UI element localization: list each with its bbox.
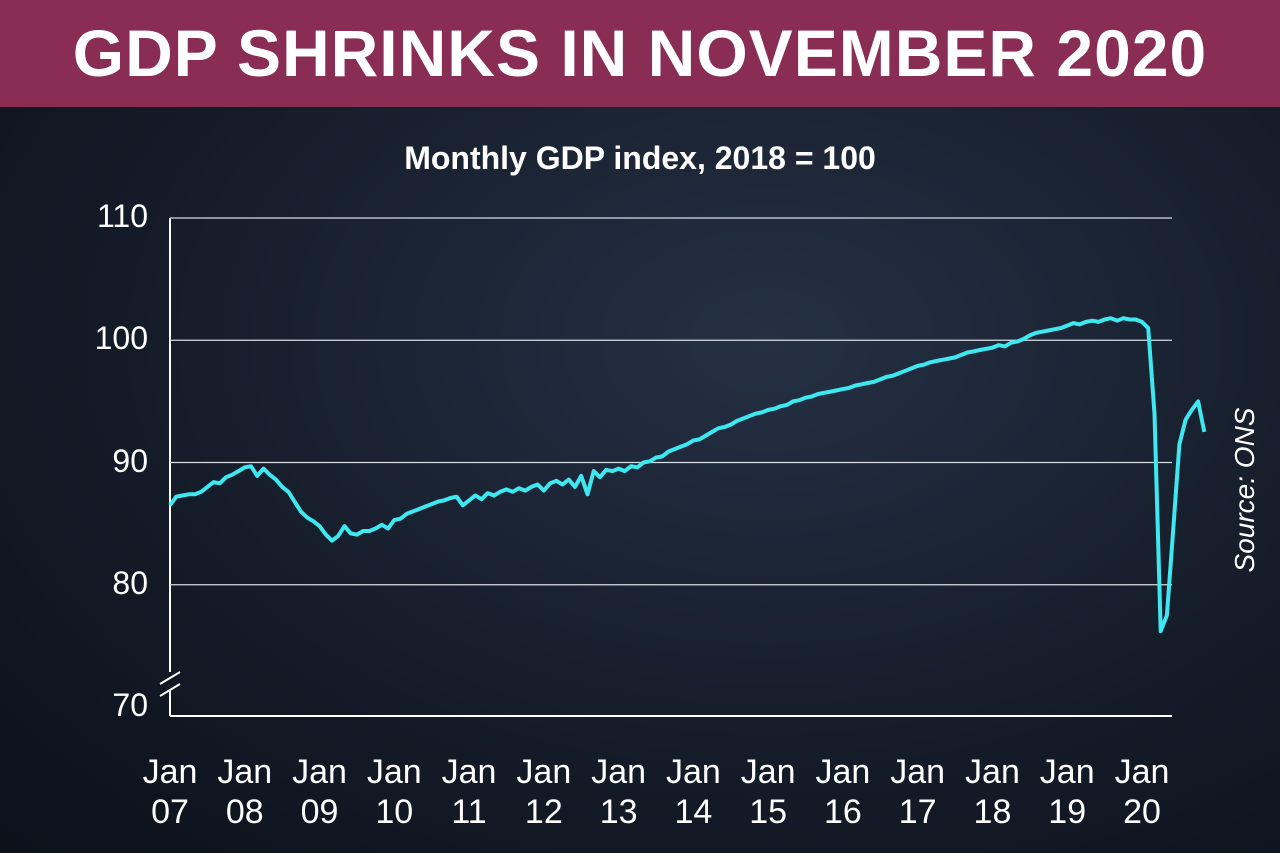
y-tick-label: 110 [96,198,148,234]
x-tick-label: Jan 16 [815,753,871,831]
x-tick-label: Jan 15 [740,753,796,831]
axis-break [159,683,181,697]
x-tick-label: Jan 14 [665,753,721,831]
x-tick-label: Jan 17 [890,753,946,831]
y-tick-label: 80 [112,564,148,601]
y-tick-label: 90 [112,442,148,479]
axis-break [159,671,181,685]
x-tick-label: Jan 09 [292,753,347,831]
x-tick-label: Jan 10 [366,753,422,831]
source-note: Source: ONS [1229,407,1260,573]
y-tick-label: 70 [112,687,148,723]
x-tick-label: Jan 08 [217,753,273,831]
x-tick-label: Jan 18 [965,753,1020,831]
x-tick-label: Jan 19 [1039,753,1095,831]
chart-title: GDP SHRINKS IN NOVEMBER 2020 [0,0,1280,107]
x-tick-label: Jan 07 [142,753,198,831]
x-tick-label: Jan 11 [441,753,497,831]
chart-subtitle: Monthly GDP index, 2018 = 100 [404,140,876,176]
gdp-line [168,316,1207,634]
x-tick-label: Jan 13 [591,753,647,831]
x-tick-label: Jan 20 [1114,753,1170,831]
x-tick-label: Jan 12 [516,753,572,831]
y-tick-label: 100 [94,320,148,357]
